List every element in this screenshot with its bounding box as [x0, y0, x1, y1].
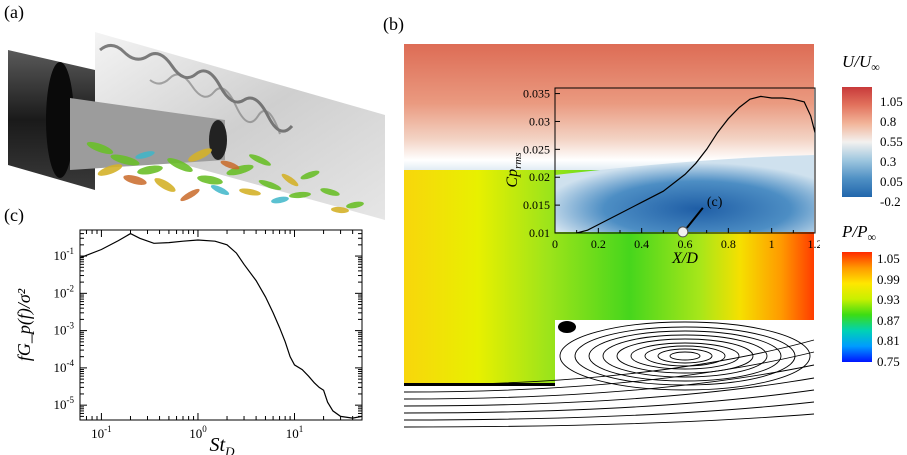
marker-leader-line	[686, 207, 704, 229]
x-tick-label: 101	[286, 424, 304, 441]
panel-label-b: (b)	[383, 14, 404, 34]
y-tick-label: 10-4	[54, 358, 75, 375]
spectrum-ylabel: fG_p(f)/σ²	[14, 288, 35, 361]
cp-ylabel: Cprms	[504, 152, 524, 187]
y-tick-label: 0.01	[529, 226, 550, 240]
cp-rms-line	[576, 95, 816, 234]
cp-tick-labels: 0 0.2 0.4 0.6 0.8 1 1.2 0.01 0.015 0.02 0.025 0.03 0…	[523, 87, 820, 251]
colorbar-u-ticks: 1.05 0.8 0.55 0.3 0.05 -0.2	[880, 94, 903, 209]
spectrum-plot-frame	[79, 229, 363, 421]
panel-label-c: (c)	[4, 205, 24, 225]
colorbar-u-title: U/U∞	[842, 52, 880, 74]
cylinder-end	[46, 62, 74, 178]
x-tick-label: 100	[189, 424, 207, 441]
spectrum-tick-labels: 10-1 100 101 10-1 10-2 10-3 10-4 10-5	[54, 246, 304, 441]
cp-rms-inset: 0 0.2 0.4 0.6 0.8 1 1.2 0.01 0.015 0.02 0.025 0.03 0…	[504, 87, 820, 267]
x-tick-label: 0	[552, 237, 558, 251]
cp-ticks	[554, 93, 816, 234]
spectrum-line	[79, 232, 363, 419]
jet-visualization-figure	[8, 32, 385, 220]
y-tick-label: 10-5	[54, 395, 75, 412]
x-tick-label: 1	[769, 237, 775, 251]
cp-xlabel: X/D	[671, 250, 698, 267]
y-tick-label: 0.03	[529, 114, 550, 128]
shear-layer-trace	[99, 44, 294, 133]
shear-layer-trace	[149, 73, 281, 135]
spectrum-xlabel: StD	[210, 434, 236, 455]
x-tick-label: 10-1	[91, 424, 112, 441]
colorbar-u	[842, 87, 872, 197]
y-tick-label: 10-3	[54, 321, 75, 338]
y-tick-label: 0.035	[523, 87, 550, 101]
y-tick-label: 0.02	[529, 170, 550, 184]
x-tick-label: 0.8	[721, 237, 736, 251]
rear-body-end	[209, 120, 227, 160]
velocity-field	[404, 44, 814, 176]
streamline-inset	[403, 320, 815, 428]
vortex-structures	[86, 141, 364, 214]
colorbar-p	[842, 252, 872, 362]
spectrum-chart: 10-1 100 101 10-1 10-2 10-3 10-4 10-5 StD fG_p(…	[14, 229, 363, 455]
x-tick-label: 0.6	[678, 237, 693, 251]
x-tick-label: 1.2	[808, 237, 821, 251]
recirculation-bubble	[555, 155, 814, 232]
y-tick-label: 10-2	[54, 283, 75, 300]
x-tick-label: 0.4	[634, 237, 649, 251]
streamline-background	[555, 320, 814, 383]
spectrum-ticks	[79, 229, 363, 421]
y-tick-label: 0.025	[523, 142, 550, 156]
x-tick-label: 0.2	[591, 237, 606, 251]
marker-point	[677, 226, 689, 238]
marker-label: (c)	[707, 195, 723, 210]
colorbar-p-title: P/P∞	[842, 222, 877, 244]
y-tick-label: 10-1	[54, 246, 75, 263]
panel-label-a: (a)	[4, 2, 24, 22]
y-tick-label: 0.015	[523, 198, 550, 212]
flow-field-figure: 0 0.2 0.4 0.6 0.8 1 1.2 0.01 0.015 0.02 0.025 0.03 0…	[403, 44, 820, 428]
colorbar-p-ticks: 1.05 0.99 0.93 0.87 0.81 0.75	[877, 251, 900, 369]
